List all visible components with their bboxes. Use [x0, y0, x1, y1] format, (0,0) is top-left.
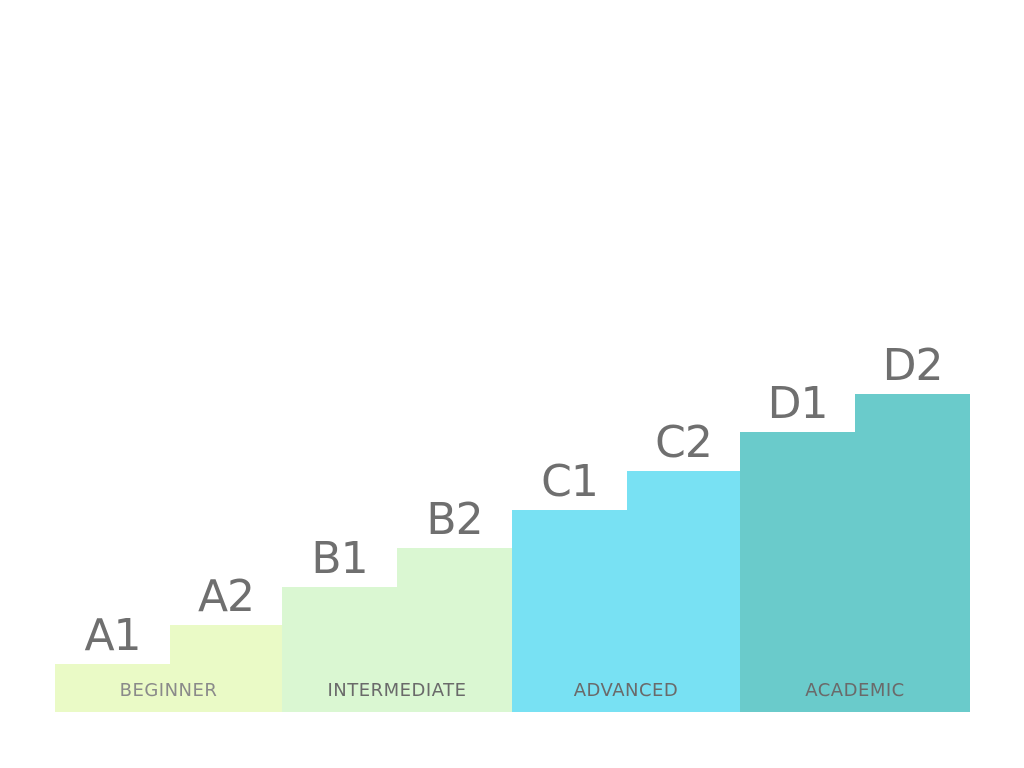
step-label-c2: C2 [655, 417, 713, 468]
step-block-c2 [627, 471, 740, 712]
step-block-a1 [55, 664, 170, 712]
step-block-b1 [282, 586, 397, 712]
step-block-a2 [170, 625, 282, 712]
step-label-d2: D2 [882, 339, 944, 391]
group-label-intermediate: INTERMEDIATE [327, 680, 467, 701]
step-block-d1 [740, 432, 855, 712]
step-block-b2 [397, 548, 512, 712]
step-label-b1: B1 [311, 532, 368, 584]
group-label-academic: ACADEMIC [805, 680, 905, 701]
step-label-a2: A2 [197, 571, 255, 623]
step-label-b2: B2 [426, 494, 483, 546]
group-label-beginner: BEGINNER [119, 680, 218, 701]
step-block-c1 [512, 509, 627, 712]
step-label-a1: A1 [84, 610, 141, 661]
step-label-d1: D1 [767, 378, 829, 430]
group-label-advanced: ADVANCED [573, 680, 679, 701]
step-block-d2 [855, 393, 970, 712]
step-label-c1: C1 [541, 455, 599, 507]
